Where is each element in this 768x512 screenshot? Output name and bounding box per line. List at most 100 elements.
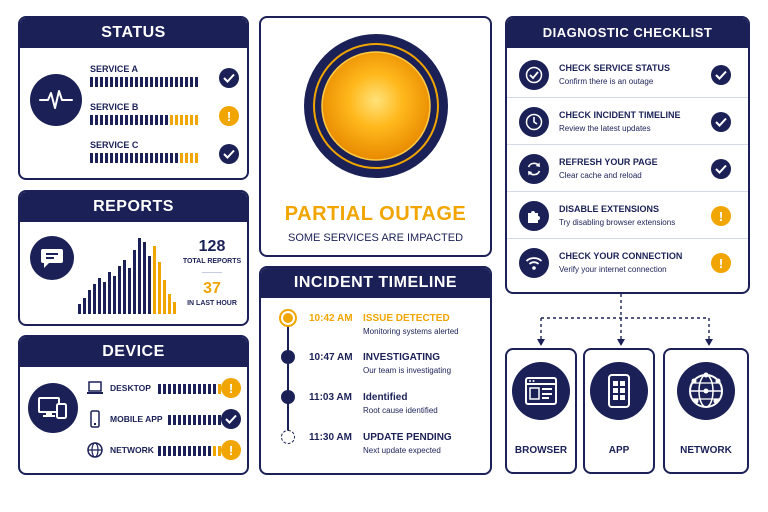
timeline-event-title: ISSUE DETECTED xyxy=(363,313,450,324)
timeline-dot xyxy=(281,390,295,404)
divider xyxy=(202,272,222,273)
checklist-item-desc: Review the latest updates xyxy=(559,124,651,133)
diagnostic-checklist-card: DIAGNOSTIC CHECKLIST CHECK SERVICE STATU… xyxy=(505,16,750,294)
service-row: SERVICE C xyxy=(90,140,245,166)
timeline-connector xyxy=(287,402,289,436)
smartphone-icon xyxy=(590,362,648,420)
network-card[interactable]: NETWORK xyxy=(663,348,749,474)
checklist-item[interactable]: DISABLE EXTENSIONS Try disabling browser… xyxy=(507,193,748,239)
checklist-item-title: CHECK INCIDENT TIMELINE xyxy=(559,110,681,120)
checklist-item[interactable]: REFRESH YOUR PAGE Clear cache and reload xyxy=(507,146,748,192)
outage-title: PARTIAL OUTAGE xyxy=(284,203,467,225)
checklist-item-desc: Clear cache and reload xyxy=(559,171,642,180)
service-label: SERVICE C xyxy=(90,140,139,150)
checklist-item-title: REFRESH YOUR PAGE xyxy=(559,157,658,167)
service-label: SERVICE A xyxy=(90,64,139,74)
ok-check-icon xyxy=(221,409,241,429)
ok-check-icon xyxy=(219,144,239,164)
timeline-time: 11:30 AM xyxy=(309,432,352,443)
timeline-dot-pending xyxy=(281,430,295,444)
heartbeat-icon xyxy=(30,74,82,126)
check-circle-icon xyxy=(519,60,549,90)
app-label: APP xyxy=(608,445,630,456)
checklist-item-title: CHECK SERVICE STATUS xyxy=(559,63,671,73)
browser-card[interactable]: BROWSER xyxy=(505,348,577,474)
device-health-bars xyxy=(158,384,226,394)
checklist-item-desc: Verify your internet connection xyxy=(559,265,667,274)
network-globe-icon xyxy=(677,362,735,420)
puzzle-icon xyxy=(519,201,549,231)
service-row: SERVICE A xyxy=(90,64,245,90)
timeline-event-title: UPDATE PENDING xyxy=(363,432,452,443)
status-card: STATUS SERVICE A SERVICE B ! SERVICE C xyxy=(18,16,249,180)
timeline-time: 10:42 AM xyxy=(309,313,353,324)
warning-icon: ! xyxy=(711,206,731,226)
app-card[interactable]: APP xyxy=(583,348,655,474)
wifi-icon xyxy=(519,248,549,278)
laptop-icon xyxy=(87,381,103,394)
reports-title: REPORTS xyxy=(20,192,247,222)
ok-check-icon xyxy=(711,159,731,179)
checklist-item-desc: Confirm there is an outage xyxy=(559,77,654,86)
checklist-item-desc: Try disabling browser extensions xyxy=(559,218,676,227)
ok-check-icon xyxy=(711,112,731,132)
total-reports-value: 128 xyxy=(198,238,226,255)
warning-icon: ! xyxy=(221,440,241,460)
timeline-event-title: Identified xyxy=(363,392,408,403)
phone-icon xyxy=(90,410,100,428)
status-light-icon xyxy=(304,34,448,178)
device-row-desktop: DESKTOP xyxy=(86,379,246,399)
timeline-connector xyxy=(287,326,289,362)
hour-reports-value: 37 xyxy=(203,280,221,297)
total-reports-label: TOTAL REPORTS xyxy=(182,258,242,265)
clock-icon xyxy=(519,107,549,137)
timeline-event-desc: Our team is investigating xyxy=(363,366,452,375)
warning-icon: ! xyxy=(219,106,239,126)
timeline-title: INCIDENT TIMELINE xyxy=(261,268,490,298)
checklist-item-title: CHECK YOUR CONNECTION xyxy=(559,251,683,261)
ok-check-icon xyxy=(219,68,239,88)
outage-card: PARTIAL OUTAGE SOME SERVICES ARE IMPACTE… xyxy=(259,16,492,257)
device-health-bars xyxy=(158,446,226,456)
warning-icon: ! xyxy=(711,253,731,273)
globe-icon xyxy=(87,442,103,458)
timeline-time: 11:03 AM xyxy=(309,392,352,403)
timeline-dot-active xyxy=(281,311,295,325)
device-row-network: NETWORK xyxy=(86,441,246,461)
timeline-event-title: INVESTIGATING xyxy=(363,352,441,363)
chat-bubble-icon xyxy=(30,236,74,280)
refresh-icon xyxy=(519,154,549,184)
timeline-time: 10:47 AM xyxy=(309,352,353,363)
device-title: DEVICE xyxy=(20,337,247,367)
service-health-bars xyxy=(90,77,245,87)
checklist-connector xyxy=(537,294,713,346)
reports-histogram xyxy=(78,238,176,314)
device-card: DEVICE DESKTOP ! MOBILE APP NETWORK ! xyxy=(18,335,249,475)
devices-icon xyxy=(28,383,78,433)
browser-window-icon xyxy=(512,362,570,420)
checklist-title: DIAGNOSTIC CHECKLIST xyxy=(507,18,748,48)
hour-reports-label: IN LAST HOUR xyxy=(187,300,237,307)
service-row: SERVICE B xyxy=(90,102,245,128)
service-health-bars xyxy=(90,153,245,163)
checklist-item-title: DISABLE EXTENSIONS xyxy=(559,204,660,214)
network-label: NETWORK xyxy=(680,445,732,456)
checklist-item[interactable]: CHECK YOUR CONNECTION Verify your intern… xyxy=(507,240,748,286)
service-label: SERVICE B xyxy=(90,102,139,112)
checklist-item[interactable]: CHECK INCIDENT TIMELINE Review the lates… xyxy=(507,99,748,145)
device-label: NETWORK xyxy=(110,445,154,455)
checklist-item[interactable]: CHECK SERVICE STATUS Confirm there is an… xyxy=(507,52,748,98)
reports-card: REPORTS 128 TOTAL R xyxy=(18,190,249,326)
timeline-event-desc: Monitoring systems alerted xyxy=(363,327,459,336)
service-health-bars xyxy=(90,115,245,125)
ok-check-icon xyxy=(711,65,731,85)
browser-label: BROWSER xyxy=(514,445,568,456)
device-label: MOBILE APP xyxy=(110,414,163,424)
outage-subtitle: SOME SERVICES ARE IMPACTED xyxy=(287,232,464,244)
device-health-bars xyxy=(168,415,226,425)
timeline-dot xyxy=(281,350,295,364)
status-title: STATUS xyxy=(20,18,247,48)
incident-timeline-card: INCIDENT TIMELINE 10:42 AM ISSUE DETECTE… xyxy=(259,266,492,475)
timeline-event-desc: Next update expected xyxy=(363,446,441,455)
device-label: DESKTOP xyxy=(110,383,151,393)
